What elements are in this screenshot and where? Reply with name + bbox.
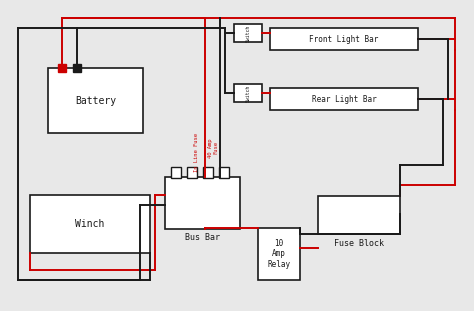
Bar xyxy=(203,167,213,178)
Bar xyxy=(219,167,229,178)
Bar xyxy=(270,88,418,110)
Text: 40 Amp
Fuse: 40 Amp Fuse xyxy=(208,138,219,158)
Text: In Line Fuse: In Line Fuse xyxy=(194,133,200,173)
Bar xyxy=(270,28,418,50)
Bar xyxy=(318,196,400,234)
Text: Bus Bar: Bus Bar xyxy=(185,234,220,243)
Text: Switch: Switch xyxy=(246,84,250,102)
Text: Switch: Switch xyxy=(246,24,250,42)
Bar xyxy=(165,177,240,229)
Text: 10
Amp
Relay: 10 Amp Relay xyxy=(267,239,291,269)
Bar xyxy=(30,195,150,253)
Text: Fuse Block: Fuse Block xyxy=(334,239,384,248)
Bar xyxy=(258,228,300,280)
Bar xyxy=(234,24,262,42)
Bar xyxy=(48,68,143,133)
Text: Rear Light Bar: Rear Light Bar xyxy=(311,95,376,104)
Bar xyxy=(234,84,262,102)
Text: Winch: Winch xyxy=(75,219,105,229)
Bar xyxy=(73,64,81,72)
Bar xyxy=(187,167,197,178)
Text: Battery: Battery xyxy=(75,95,116,105)
Bar xyxy=(171,167,181,178)
Bar xyxy=(58,64,66,72)
Text: Front Light Bar: Front Light Bar xyxy=(310,35,379,44)
